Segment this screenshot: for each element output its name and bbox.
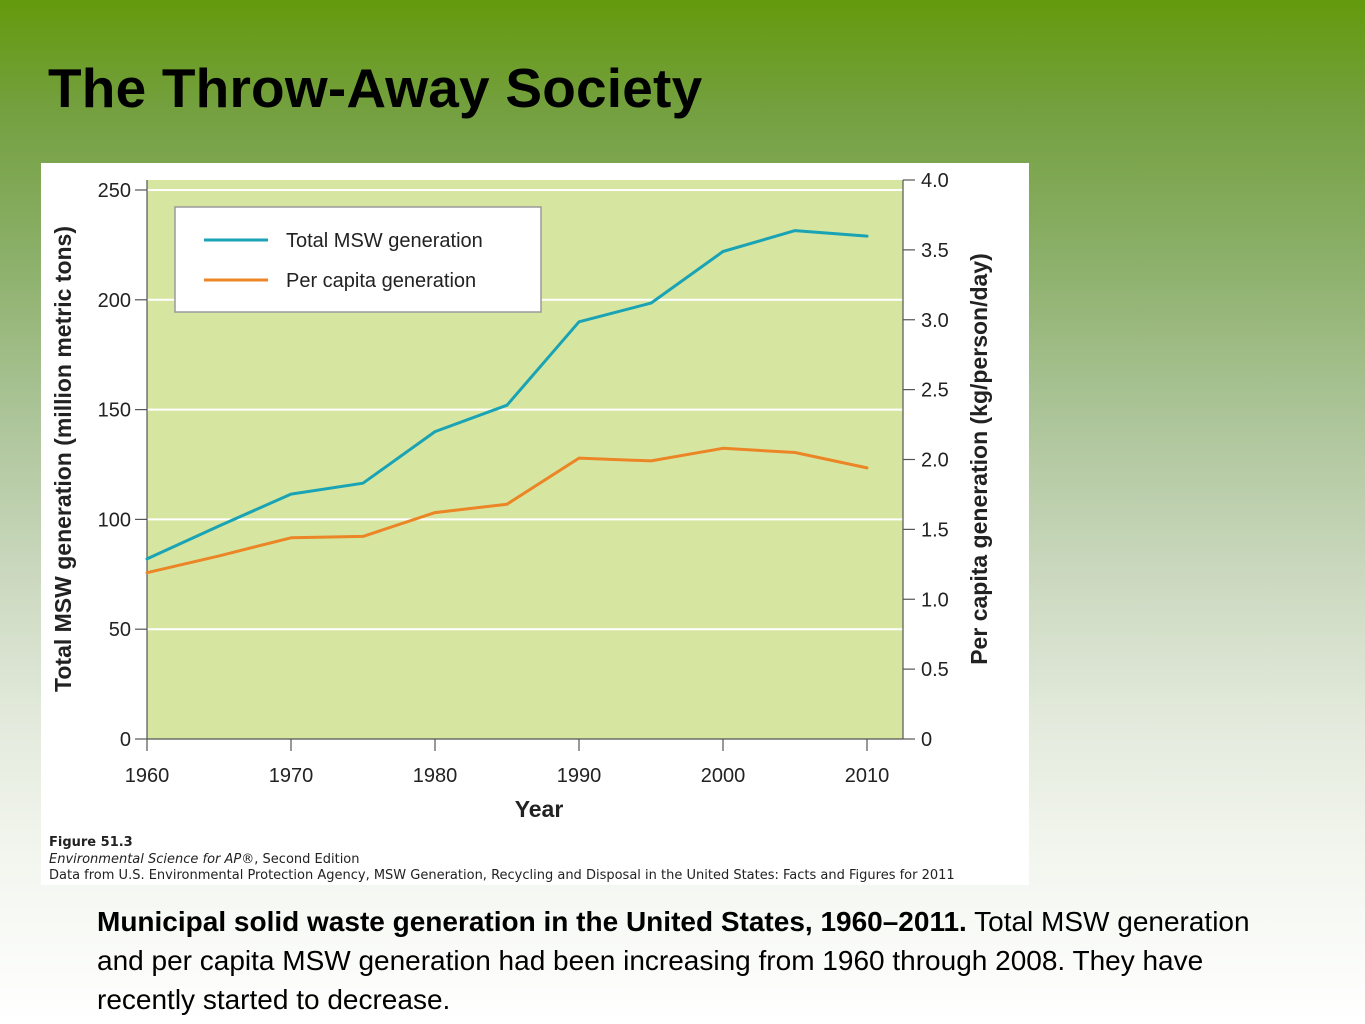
y-left-tick-label: 250	[98, 180, 131, 202]
x-tick-label: 1980	[413, 765, 458, 787]
slide-title: The Throw-Away Society	[48, 57, 703, 119]
x-tick-label: 1970	[269, 765, 314, 787]
y-right-tick-label: 4.0	[921, 170, 949, 192]
figure-book-edition: , Second Edition	[254, 851, 360, 867]
y-axis-left-label: Total MSW generation (million metric ton…	[50, 226, 76, 692]
x-tick-label: 1960	[125, 765, 170, 787]
msw-line-chart: 0 50 100 150 200 250 0 0.5 1.0 1.5 2.0 2.5 3.0 3.5 4.0…	[50, 170, 992, 822]
figure-caption: Municipal solid waste generation in the …	[97, 902, 1277, 1019]
figure-panel: 0 50 100 150 200 250 0 0.5 1.0 1.5 2.0 2.5 3.0 3.5 4.0…	[41, 163, 1029, 885]
y-right-tick-label: 2.0	[921, 450, 949, 472]
y-right-tick-label: 0.5	[921, 659, 949, 681]
series-line-total	[145, 229, 869, 561]
y-left-tick-label: 100	[98, 509, 131, 531]
x-axis-label: Year	[515, 796, 564, 822]
legend: Total MSW generation Per capita generati…	[174, 206, 542, 313]
y-right-tick-label: 0	[921, 729, 932, 751]
axes	[135, 179, 915, 751]
y-right-tick-label: 3.0	[921, 310, 949, 332]
figure-source: Data from U.S. Environmental Protection …	[49, 868, 955, 883]
caption-bold: Municipal solid waste generation in the …	[97, 906, 967, 937]
figure-book: Environmental Science for AP®, Second Ed…	[49, 852, 955, 869]
y-left-tick-label: 200	[98, 290, 131, 312]
x-tick-label: 2010	[845, 765, 890, 787]
x-tick-label: 2000	[701, 765, 746, 787]
legend-label-total: Total MSW generation	[286, 230, 483, 252]
figure-number: Figure 51.3	[49, 835, 133, 850]
y-right-tick-label: 3.5	[921, 240, 949, 262]
y-right-tick-label: 1.0	[921, 589, 949, 611]
caption-text: Total MSW generation and per capita MSW …	[97, 906, 1250, 1015]
y-left-tick-label: 50	[109, 619, 131, 641]
series-lines	[145, 229, 869, 575]
legend-label-per-capita: Per capita generation	[286, 270, 476, 292]
y-axis-right-label: Per capita generation (kg/person/day)	[966, 253, 992, 665]
y-right-tick-label: 1.5	[921, 519, 949, 541]
figure-book-title: Environmental Science for AP®	[49, 851, 255, 867]
y-left-tick-label: 150	[98, 400, 131, 422]
tick-labels: 0 50 100 150 200 250 0 0.5 1.0 1.5 2.0 2.5 3.0 3.5 4.0…	[98, 170, 949, 787]
y-left-tick-label: 0	[120, 729, 131, 751]
x-tick-label: 1990	[557, 765, 602, 787]
figure-credits: Figure 51.3 Environmental Science for AP…	[49, 835, 955, 885]
y-right-tick-label: 2.5	[921, 380, 949, 402]
series-line-per-capita	[145, 446, 869, 575]
legend-box	[174, 206, 542, 313]
